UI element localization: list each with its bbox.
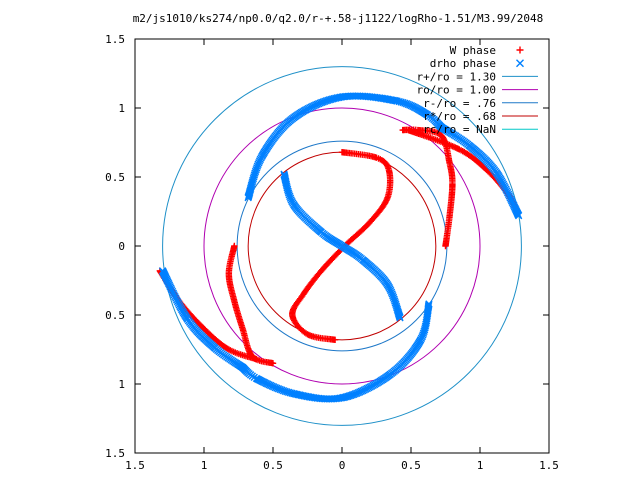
legend-label: r*/ro = .68: [423, 110, 496, 123]
reference-circle-1: [203, 107, 481, 385]
series-0-stroke-0: [289, 148, 394, 344]
series-1: [158, 92, 523, 403]
y-tick-label: 1.5: [105, 33, 125, 46]
series-1-point: [396, 314, 404, 322]
x-tick-label: 0.5: [263, 459, 283, 472]
legend-label: ro/ro = 1.00: [417, 84, 496, 97]
legend-label: W phase: [450, 44, 496, 57]
series-1-stroke-0: [280, 170, 404, 322]
series-0-point: [442, 242, 449, 250]
y-tick-label: 0.5: [105, 171, 125, 184]
series-1-stroke-3: [238, 300, 433, 403]
x-tick-label: 1.5: [539, 459, 559, 472]
x-tick-label: 1: [477, 459, 484, 472]
data-series: [156, 92, 523, 403]
legend-label: drho phase: [430, 57, 496, 70]
series-0-point: [331, 336, 339, 344]
legend-label: r-/ro = .76: [423, 97, 496, 110]
legend-marker-swatch: [516, 46, 524, 54]
y-tick-label: 1: [118, 102, 125, 115]
legend-marker-swatch: [516, 59, 524, 68]
series-1-stroke-1: [244, 92, 446, 202]
series-1-stroke-2: [437, 123, 523, 220]
series-0: [156, 126, 521, 367]
x-tick-label: 1.5: [125, 459, 145, 472]
chart-title: m2/js1010/ks274/np0.0/q2.0/r-+.58-j1122/…: [133, 12, 544, 25]
reference-circle-0: [162, 66, 522, 426]
series-1-point: [158, 267, 167, 275]
y-tick-label: 0: [118, 240, 125, 253]
y-tick-label: 0.5: [105, 309, 125, 322]
series-1-point: [514, 211, 523, 220]
series-0-point: [253, 355, 260, 363]
series-0-point: [269, 360, 277, 367]
legend-label: rc/ro = NaN: [423, 123, 496, 136]
axis-ticks: 1.5 1 0.5 0 0.5 1 1.51.510.500.511.5: [105, 33, 559, 472]
x-tick-label: 1: [201, 459, 208, 472]
x-tick-label: 0.5: [401, 459, 421, 472]
series-1-stroke-4: [158, 267, 247, 372]
y-tick-label: 1.5: [105, 447, 125, 460]
legend-label: r+/ro = 1.30: [417, 70, 496, 83]
y-tick-label: 1: [118, 378, 125, 391]
x-tick-label: 0: [339, 459, 346, 472]
